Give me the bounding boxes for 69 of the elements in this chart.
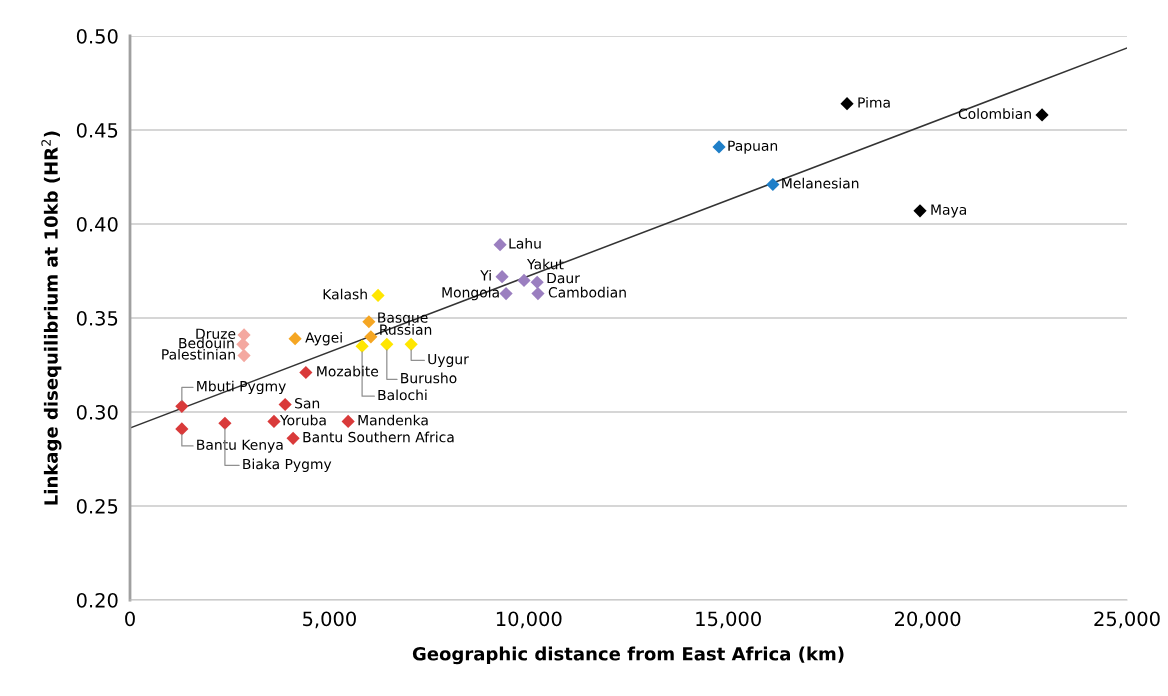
annotation: Colombian	[958, 108, 1031, 119]
annotation: Mandenka	[358, 414, 428, 426]
annotation: Yi	[480, 269, 491, 281]
annotation: Yakut	[526, 258, 564, 270]
point	[175, 422, 189, 436]
point	[495, 270, 509, 284]
annotation: Bedouin	[179, 337, 234, 349]
point	[362, 315, 376, 329]
y-tick-label: 0.50	[76, 28, 118, 44]
y-tick-label: 0.25	[76, 498, 118, 514]
point	[267, 414, 281, 428]
annotation: Pima	[858, 96, 890, 108]
annotation: Druze	[196, 328, 236, 339]
annotation: Burusho	[401, 372, 457, 384]
point	[404, 337, 418, 351]
annotation: Maya	[931, 204, 966, 218]
annotation: Balochi	[378, 389, 427, 401]
annotation: Lahu	[509, 237, 541, 249]
y-tick-label: 0.40	[76, 216, 118, 232]
point	[288, 332, 302, 346]
annotation: Bantu Kenya	[197, 439, 283, 453]
annotation: Aygei	[305, 331, 342, 346]
point	[380, 337, 394, 351]
y-tick-label: 0.35	[76, 310, 118, 326]
point	[175, 399, 189, 413]
point	[530, 275, 544, 289]
point	[913, 204, 927, 218]
point	[278, 397, 292, 412]
annotation: Uygur	[428, 354, 469, 368]
x-tick-label: 25,000	[1094, 611, 1160, 629]
point	[364, 330, 378, 344]
annotation: Bantu Southern Africa	[303, 431, 454, 443]
x-tick-label: 15,000	[696, 611, 761, 629]
y-tick-label: 0.30	[76, 404, 118, 420]
annotation: Palestinian	[162, 348, 235, 360]
point	[531, 286, 545, 301]
x-tick-label: 0	[125, 611, 135, 627]
point	[493, 238, 507, 252]
y-tick-label: 0.45	[76, 122, 118, 138]
annotation: Kalash	[323, 288, 367, 300]
point	[299, 365, 313, 380]
y-tick-label: 0.20	[76, 592, 118, 608]
point	[712, 140, 726, 154]
point	[371, 288, 385, 303]
annotation: San	[295, 398, 320, 409]
annotation: Melanesian	[782, 177, 859, 189]
point	[840, 97, 854, 111]
x-tick-label: 10,000	[496, 611, 562, 629]
point	[517, 273, 531, 287]
annotation: Daur	[547, 272, 580, 284]
point	[341, 414, 355, 428]
annotation: Yoruba	[279, 414, 326, 426]
point	[236, 337, 250, 351]
annotation: Biaka Pygmy	[243, 458, 332, 472]
point	[766, 177, 780, 192]
annotation: Cambodian	[548, 286, 626, 298]
point	[499, 286, 513, 301]
annotation: Mozabite	[317, 365, 379, 377]
x-tick-label: 5,000	[303, 611, 356, 629]
point	[237, 349, 251, 363]
x-axis-title: Geographic distance from East Africa (km)	[412, 646, 844, 665]
annotation: Papuan	[728, 140, 778, 154]
annotation: Mbuti Pygmy	[197, 380, 286, 395]
point	[355, 339, 369, 353]
point	[218, 416, 232, 430]
point	[286, 431, 300, 445]
point	[1035, 108, 1049, 122]
y-axis-title: Linkage disequilibrium at 10kb (HR$^{2}$)	[41, 131, 62, 505]
x-tick-label: 20,000	[895, 611, 961, 629]
